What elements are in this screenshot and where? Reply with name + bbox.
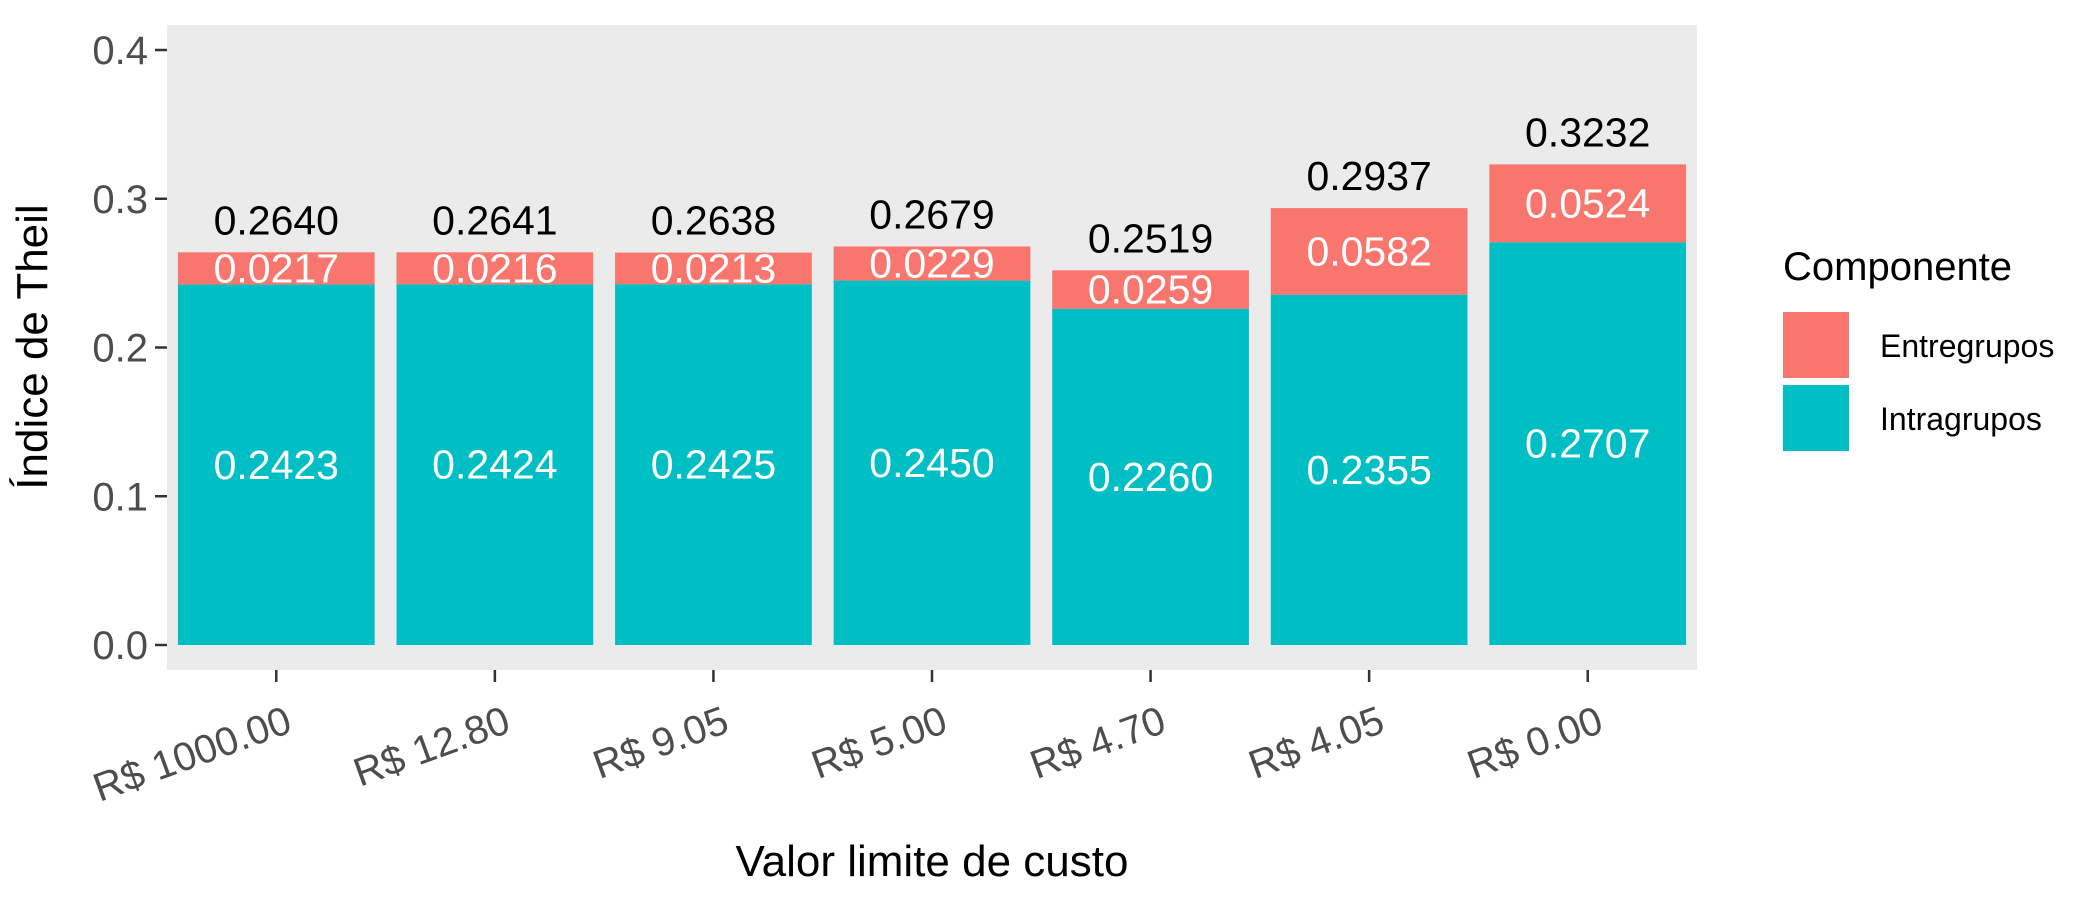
bar-intragrupos <box>396 284 594 645</box>
label-entregrupos: 0.0216 <box>432 245 557 291</box>
x-tick-label: R$ 4.70 <box>1025 698 1172 787</box>
legend-label-entregrupos: Entregrupos <box>1880 328 2054 364</box>
label-intragrupos: 0.2707 <box>1525 421 1650 467</box>
bar-intragrupos <box>1270 294 1468 645</box>
bar-intragrupos <box>177 284 375 645</box>
label-total: 0.2638 <box>651 198 776 244</box>
label-total: 0.2679 <box>869 191 994 237</box>
label-intragrupos: 0.2450 <box>869 440 994 486</box>
legend-key-intragrupos <box>1783 385 1849 451</box>
label-entregrupos: 0.0259 <box>1088 267 1213 313</box>
y-tick-label: 0.1 <box>92 475 148 519</box>
x-tick-label: R$ 4.05 <box>1243 698 1390 787</box>
label-entregrupos: 0.0582 <box>1306 228 1431 274</box>
label-entregrupos: 0.0524 <box>1525 180 1650 226</box>
bar-entregrupos <box>177 252 375 285</box>
y-tick-label: 0.0 <box>92 624 148 668</box>
y-tick-label: 0.2 <box>92 327 148 371</box>
label-intragrupos: 0.2355 <box>1306 447 1431 493</box>
label-total: 0.2519 <box>1088 215 1213 261</box>
bar-entregrupos <box>1052 270 1249 309</box>
x-tick-label: R$ 9.05 <box>587 698 734 787</box>
legend-title: Componente <box>1783 245 2012 289</box>
bar-entregrupos <box>615 252 812 285</box>
x-tick-label: R$ 0.00 <box>1462 698 1609 787</box>
label-intragrupos: 0.2260 <box>1088 454 1213 500</box>
x-tick-label: R$ 1000.00 <box>88 698 297 810</box>
label-total: 0.2937 <box>1306 153 1431 199</box>
label-intragrupos: 0.2424 <box>432 442 557 488</box>
bar-entregrupos <box>396 252 594 285</box>
bar-entregrupos <box>833 246 1031 281</box>
legend-label-intragrupos: Intragrupos <box>1880 401 2042 437</box>
label-entregrupos: 0.0217 <box>214 245 339 291</box>
x-axis: R$ 1000.00 R$ 12.80 R$ 9.05 R$ 5.00 R$ 4.70 R… <box>88 670 1609 811</box>
bar-intragrupos <box>615 284 812 645</box>
legend-key-entregrupos <box>1783 312 1849 378</box>
y-axis-title: Índice de Theil <box>8 204 57 489</box>
bar-intragrupos <box>1489 242 1687 646</box>
label-intragrupos: 0.2423 <box>214 442 339 488</box>
label-total: 0.2640 <box>214 197 339 243</box>
x-tick-label: R$ 5.00 <box>806 698 953 787</box>
bar-intragrupos <box>833 280 1031 645</box>
bars <box>177 164 1687 646</box>
bar-intragrupos <box>1052 308 1249 645</box>
x-tick-label: R$ 12.80 <box>348 698 516 795</box>
label-entregrupos: 0.0229 <box>869 241 994 287</box>
label-total: 0.2641 <box>432 197 557 243</box>
bar-entregrupos <box>1270 208 1468 295</box>
label-total: 0.3232 <box>1525 109 1650 155</box>
label-entregrupos: 0.0213 <box>651 245 776 291</box>
legend: Componente Entregrupos Intragrupos <box>1783 245 2054 451</box>
y-tick-label: 0.3 <box>92 178 148 222</box>
bar-entregrupos <box>1489 164 1687 243</box>
y-tick-label: 0.4 <box>92 29 148 73</box>
label-intragrupos: 0.2425 <box>651 442 776 488</box>
x-axis-title: Valor limite de custo <box>736 837 1129 886</box>
y-axis: 0.0 0.1 0.2 0.3 0.4 <box>92 29 167 668</box>
